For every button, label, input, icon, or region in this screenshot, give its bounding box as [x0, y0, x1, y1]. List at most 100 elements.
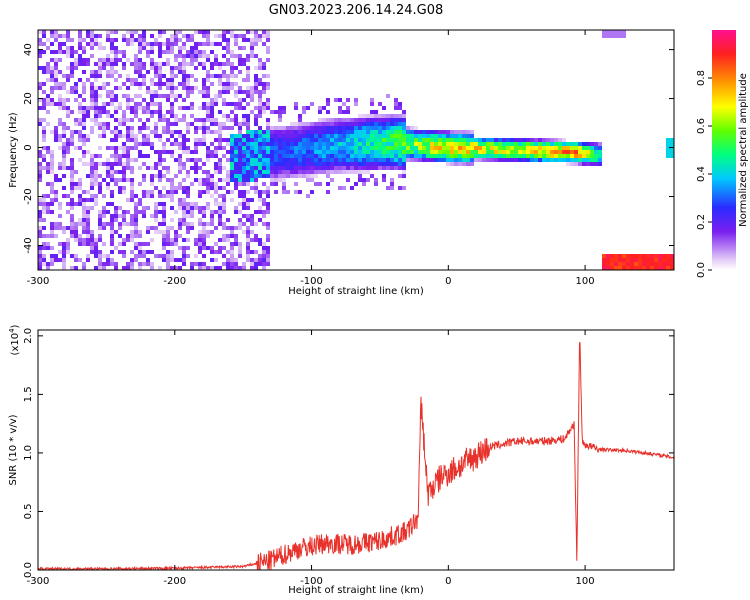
heatmap-cell — [174, 142, 178, 146]
heatmap-cell — [90, 82, 94, 86]
heatmap-cell — [158, 222, 162, 226]
heatmap-cell — [170, 78, 174, 82]
heatmap-cell — [138, 142, 142, 146]
heatmap-cell — [266, 254, 270, 258]
heatmap-cell — [470, 134, 474, 138]
heatmap-cell — [118, 222, 122, 226]
heatmap-cell — [438, 138, 442, 142]
heatmap-cell — [470, 162, 474, 166]
heatmap-cell — [166, 258, 170, 262]
heatmap-cell — [570, 154, 574, 158]
heatmap-cell — [178, 258, 182, 262]
heatmap-cell — [222, 54, 226, 58]
heatmap-cell — [62, 150, 66, 154]
heatmap-cell — [474, 138, 478, 142]
heatmap-cell — [218, 146, 222, 150]
heatmap-cell — [318, 170, 322, 174]
heatmap-cell — [94, 62, 98, 66]
heatmap-cell — [366, 122, 370, 126]
heatmap-cell — [434, 158, 438, 162]
heatmap-cell — [98, 214, 102, 218]
heatmap-cell — [130, 250, 134, 254]
heatmap-cell — [326, 150, 330, 154]
heatmap-cell — [178, 218, 182, 222]
heatmap-cell — [246, 126, 250, 130]
heatmap-cell — [466, 154, 470, 158]
heatmap-cell — [102, 210, 106, 214]
heatmap-cell — [66, 90, 70, 94]
heatmap-cell — [310, 150, 314, 154]
heatmap-cell — [250, 42, 254, 46]
heatmap-cell — [234, 106, 238, 110]
heatmap-cell — [206, 170, 210, 174]
heatmap-cell — [230, 258, 234, 262]
colorbar-tick-label: 0.8 — [696, 70, 707, 86]
heatmap-cell — [234, 150, 238, 154]
heatmap-cell — [294, 190, 298, 194]
heatmap-cell — [518, 154, 522, 158]
heatmap-cell — [154, 66, 158, 70]
heatmap-cell — [206, 34, 210, 38]
heatmap-cell — [78, 62, 82, 66]
heatmap-cell — [470, 146, 474, 150]
heatmap-cell — [366, 166, 370, 170]
heatmap-cell — [242, 142, 246, 146]
heatmap-cell — [666, 258, 670, 262]
heatmap-cell — [258, 150, 262, 154]
heatmap-cell — [630, 266, 634, 270]
heatmap-cell — [326, 102, 330, 106]
heatmap-cell — [158, 138, 162, 142]
heatmap-cell — [186, 214, 190, 218]
heatmap-cell — [62, 130, 66, 134]
heatmap-cell — [98, 94, 102, 98]
heatmap-cell — [286, 146, 290, 150]
heatmap-cell — [62, 154, 66, 158]
heatmap-cell — [38, 30, 42, 34]
heatmap-cell — [78, 38, 82, 42]
heatmap-cell — [238, 162, 242, 166]
heatmap-cell — [158, 110, 162, 114]
heatmap-cell — [186, 206, 190, 210]
heatmap-cell — [638, 266, 642, 270]
heatmap-cell — [230, 134, 234, 138]
heatmap-cell — [130, 98, 134, 102]
heatmap-cell — [198, 142, 202, 146]
heatmap-cell — [334, 138, 338, 142]
heatmap-cell — [262, 102, 266, 106]
heatmap-cell — [166, 58, 170, 62]
heatmap-cell — [186, 158, 190, 162]
heatmap-cell — [378, 114, 382, 118]
heatmap-cell — [126, 138, 130, 142]
heatmap-cell — [42, 194, 46, 198]
heatmap-cell — [274, 154, 278, 158]
heatmap-cell — [282, 106, 286, 110]
heatmap-cell — [306, 126, 310, 130]
heatmap-cell — [494, 150, 498, 154]
heatmap-cell — [246, 254, 250, 258]
heatmap-cell — [178, 106, 182, 110]
heatmap-cell — [90, 174, 94, 178]
heatmap-cell — [310, 178, 314, 182]
heatmap-cell — [570, 142, 574, 146]
heatmap-cell — [486, 154, 490, 158]
heatmap-cell — [254, 42, 258, 46]
heatmap-cell — [166, 194, 170, 198]
heatmap-cell — [402, 158, 406, 162]
heatmap-cell — [218, 142, 222, 146]
heatmap-cell — [114, 246, 118, 250]
heatmap-cell — [670, 142, 674, 146]
heatmap-cell — [110, 74, 114, 78]
heatmap-cell — [238, 106, 242, 110]
heatmap-cell — [230, 226, 234, 230]
heatmap-cell — [262, 210, 266, 214]
heatmap-cell — [358, 174, 362, 178]
heatmap-cell — [298, 150, 302, 154]
heatmap-cell — [250, 166, 254, 170]
heatmap-cell — [406, 142, 410, 146]
heatmap-cell — [110, 46, 114, 50]
heatmap-cell — [190, 62, 194, 66]
heatmap-cell — [166, 250, 170, 254]
heatmap-cell — [274, 162, 278, 166]
heatmap-cell — [174, 30, 178, 34]
heatmap-cell — [90, 234, 94, 238]
